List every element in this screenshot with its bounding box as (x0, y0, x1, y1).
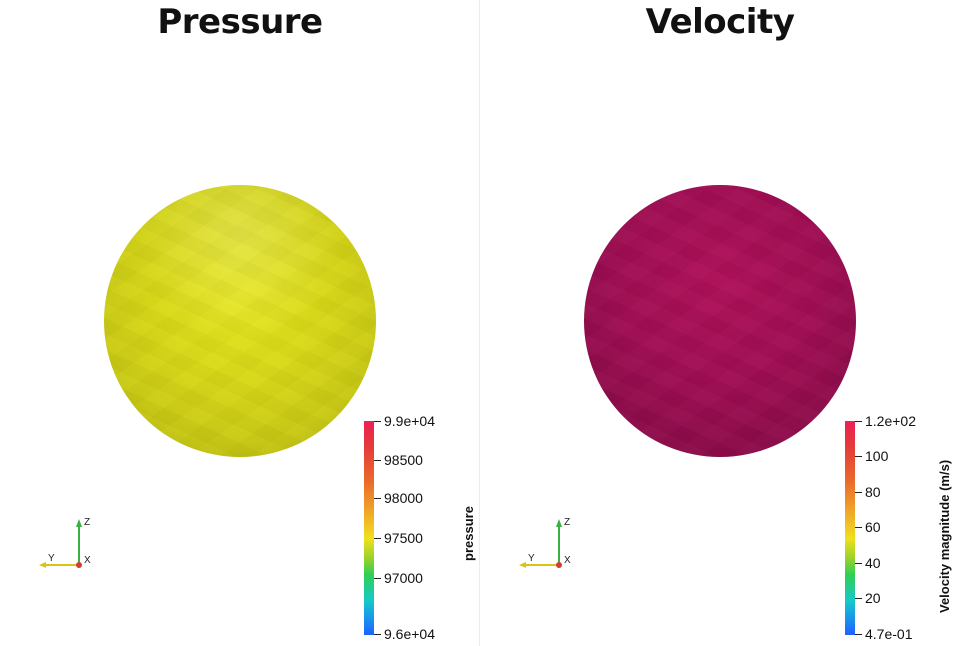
velocity-tick-label: 40 (865, 555, 881, 571)
velocity-tick-label: 20 (865, 590, 881, 606)
pressure-tick-label: 98500 (384, 452, 423, 468)
panel-divider (479, 0, 480, 646)
axis-x-label: X (564, 555, 571, 566)
velocity-colorbar-gradient (845, 421, 855, 635)
pressure-tick (374, 538, 381, 539)
pressure-tick (374, 498, 381, 499)
velocity-tick (855, 527, 862, 528)
pressure-tick-label: 9.6e+04 (384, 626, 435, 642)
axis-y-label: Y (528, 553, 535, 564)
axis-z-label: Z (84, 517, 91, 528)
orientation-axes-right: Z Y X (512, 510, 582, 580)
pressure-sphere-facets (104, 185, 376, 457)
pressure-sphere (104, 185, 376, 457)
pressure-colorbar-title: pressure (461, 506, 476, 561)
velocity-title: Velocity (645, 2, 795, 42)
pressure-tick (374, 460, 381, 461)
velocity-colorbar-title: Velocity magnitude (m/s) (937, 459, 952, 613)
pressure-panel: Pressure Z Y X 9.9e+04 98500 98000 97500… (32, 2, 476, 641)
velocity-sphere-facets (584, 185, 856, 457)
velocity-tick (855, 634, 862, 635)
pressure-tick-label: 9.9e+04 (384, 413, 435, 429)
pressure-tick (374, 421, 381, 422)
velocity-tick (855, 456, 862, 457)
pressure-title: Pressure (157, 2, 323, 42)
orientation-axes-left: Z Y X (32, 510, 102, 580)
orientation-axes-glyph (519, 519, 562, 568)
axis-y-label: Y (48, 553, 55, 564)
pressure-tick (374, 578, 381, 579)
velocity-tick (855, 598, 862, 599)
velocity-tick-label: 1.2e+02 (865, 413, 916, 429)
axis-x-label: X (84, 555, 91, 566)
velocity-tick-label: 60 (865, 519, 881, 535)
velocity-sphere (584, 185, 856, 457)
velocity-panel: Velocity Z Y X 1.2e+02 100 80 60 40 20 4… (480, 0, 960, 646)
pressure-colorbar: 9.9e+04 98500 98000 97500 97000 9.6e+04 … (364, 414, 476, 641)
velocity-tick-label: 80 (865, 484, 881, 500)
velocity-colorbar: 1.2e+02 100 80 60 40 20 4.7e-01 Velocity… (845, 414, 952, 641)
velocity-tick (855, 492, 862, 493)
velocity-tick (855, 563, 862, 564)
pressure-tick (374, 634, 381, 635)
pressure-tick-label: 98000 (384, 490, 423, 506)
velocity-tick-label: 100 (865, 448, 889, 464)
velocity-tick (855, 421, 862, 422)
pressure-colorbar-gradient (364, 421, 374, 635)
axis-z-label: Z (564, 517, 571, 528)
velocity-tick-label: 4.7e-01 (865, 626, 913, 642)
pressure-tick-label: 97000 (384, 570, 423, 586)
pressure-tick-label: 97500 (384, 530, 423, 546)
orientation-axes-glyph (39, 519, 82, 568)
